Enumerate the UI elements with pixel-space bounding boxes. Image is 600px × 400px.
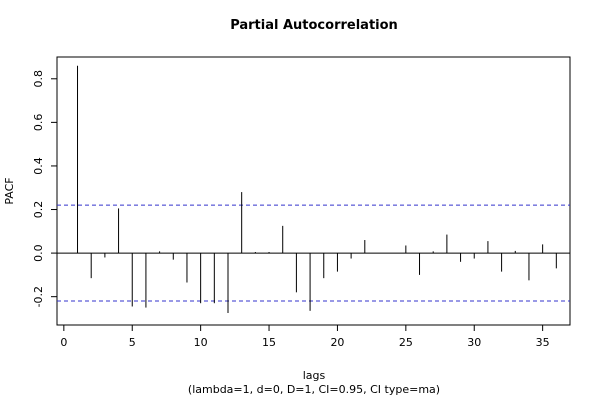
x-tick-label: 30 xyxy=(467,336,481,349)
y-tick-label: 0.4 xyxy=(32,157,45,175)
x-axis-label: lags xyxy=(303,369,326,382)
x-tick-label: 10 xyxy=(194,336,208,349)
y-tick-label: 0.0 xyxy=(32,244,45,262)
y-axis-label: PACF xyxy=(3,177,16,204)
plot-frame xyxy=(56,56,571,326)
y-tick-label: 0.6 xyxy=(32,114,45,131)
y-tick-label: 0.8 xyxy=(32,70,45,88)
x-tick-label: 20 xyxy=(330,336,344,349)
x-axis-subtitle: (lambda=1, d=0, D=1, CI=0.95, CI type=ma… xyxy=(188,383,440,396)
x-tick-label: 25 xyxy=(399,336,413,349)
x-tick-label: 35 xyxy=(536,336,550,349)
chart-title: Partial Autocorrelation xyxy=(230,18,398,33)
x-axis: 0 5 10 15 20 25 30 35 xyxy=(60,325,550,349)
y-tick-label: 0.2 xyxy=(32,201,45,219)
x-tick-label: 0 xyxy=(60,336,67,349)
x-tick-label: 15 xyxy=(262,336,276,349)
y-axis: -0.2 0.0 0.2 0.4 0.6 0.8 xyxy=(32,70,57,307)
y-tick-label: -0.2 xyxy=(32,286,45,307)
plot-area xyxy=(57,65,570,314)
x-tick-label: 5 xyxy=(129,336,136,349)
